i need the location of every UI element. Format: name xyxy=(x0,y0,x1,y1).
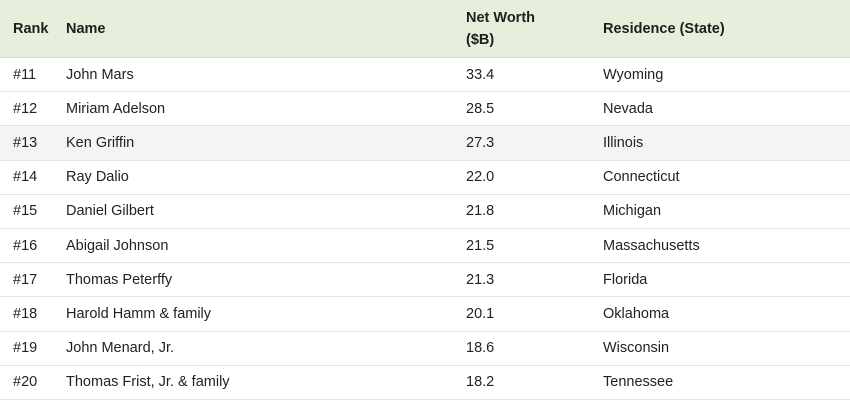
cell-rank: #13 xyxy=(13,134,38,151)
cell-net-worth: 21.8 xyxy=(466,203,495,220)
cell-residence: Wyoming xyxy=(603,66,664,83)
table-row: #17 Thomas Peterffy 21.3 Florida xyxy=(0,263,850,298)
cell-rank: #11 xyxy=(13,66,37,83)
cell-residence: Illinois xyxy=(603,134,644,151)
table-row: #20 Thomas Frist, Jr. & family 18.2 Tenn… xyxy=(0,366,850,400)
header-name: Name xyxy=(66,20,106,37)
header-residence: Residence (State) xyxy=(603,20,725,37)
cell-rank: #19 xyxy=(13,340,38,357)
cell-name: Abigail Johnson xyxy=(66,237,169,254)
cell-residence: Connecticut xyxy=(603,169,680,186)
table-body: #11 John Mars 33.4 Wyoming #12 Miriam Ad… xyxy=(0,58,850,400)
cell-rank: #20 xyxy=(13,374,38,391)
cell-rank: #12 xyxy=(13,100,38,117)
cell-name: John Menard, Jr. xyxy=(66,340,174,357)
table-row: #15 Daniel Gilbert 21.8 Michigan xyxy=(0,195,850,229)
cell-net-worth: 27.3 xyxy=(466,134,495,151)
cell-residence: Michigan xyxy=(603,203,662,220)
cell-residence: Wisconsin xyxy=(603,340,670,357)
cell-name: Ray Dalio xyxy=(66,169,129,186)
table-row: #11 John Mars 33.4 Wyoming xyxy=(0,58,850,93)
cell-net-worth: 33.4 xyxy=(466,66,495,83)
cell-residence: Florida xyxy=(603,271,648,288)
table-row: #13 Ken Griffin 27.3 Illinois xyxy=(0,126,850,161)
cell-name: Miriam Adelson xyxy=(66,100,166,117)
cell-net-worth: 21.3 xyxy=(466,271,495,288)
table-row: #12 Miriam Adelson 28.5 Nevada xyxy=(0,92,850,127)
cell-name: Daniel Gilbert xyxy=(66,203,154,220)
cell-rank: #17 xyxy=(13,271,38,288)
cell-name: Thomas Frist, Jr. & family xyxy=(66,374,230,391)
table-row: #16 Abigail Johnson 21.5 Massachusetts xyxy=(0,229,850,264)
table-row: #18 Harold Hamm & family 20.1 Oklahoma xyxy=(0,297,850,332)
header-net-worth-line2: ($B) xyxy=(466,31,495,48)
cell-name: Harold Hamm & family xyxy=(66,305,212,322)
cell-net-worth: 18.6 xyxy=(466,340,495,357)
cell-name: John Mars xyxy=(66,66,134,83)
cell-rank: #16 xyxy=(13,237,38,254)
header-net-worth-line1: Net Worth xyxy=(466,9,536,26)
table-header: Rank Name Net Worth ($B) Residence (Stat… xyxy=(0,0,850,58)
cell-rank: #18 xyxy=(13,305,38,322)
cell-name: Thomas Peterffy xyxy=(66,271,173,288)
cell-net-worth: 21.5 xyxy=(466,237,495,254)
table-row: #14 Ray Dalio 22.0 Connecticut xyxy=(0,161,850,195)
cell-residence: Massachusetts xyxy=(603,237,700,254)
cell-residence: Nevada xyxy=(603,100,653,117)
header-net-worth: Net Worth ($B) xyxy=(466,7,603,51)
cell-net-worth: 22.0 xyxy=(466,169,495,186)
cell-net-worth: 20.1 xyxy=(466,305,495,322)
cell-residence: Tennessee xyxy=(603,374,674,391)
cell-rank: #15 xyxy=(13,203,38,220)
header-rank: Rank xyxy=(13,20,49,37)
cell-rank: #14 xyxy=(13,169,38,186)
cell-net-worth: 28.5 xyxy=(466,100,495,117)
cell-residence: Oklahoma xyxy=(603,305,670,322)
cell-name: Ken Griffin xyxy=(66,134,135,151)
table-row: #19 John Menard, Jr. 18.6 Wisconsin xyxy=(0,332,850,366)
cell-net-worth: 18.2 xyxy=(466,374,495,391)
